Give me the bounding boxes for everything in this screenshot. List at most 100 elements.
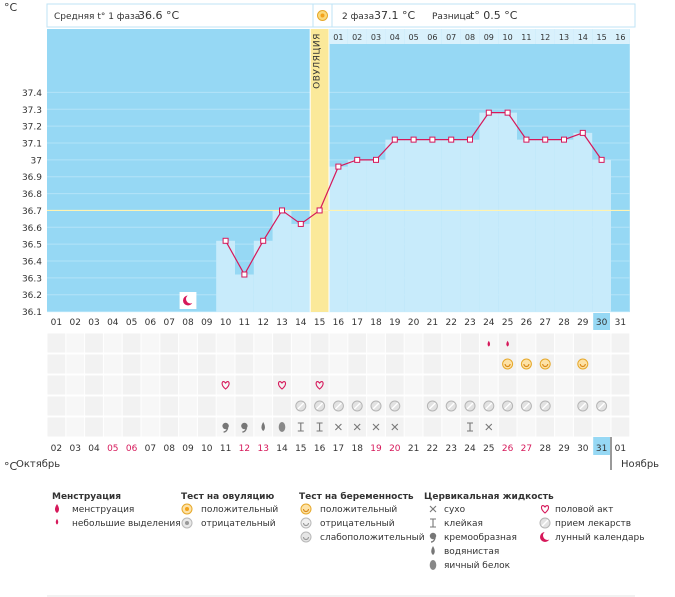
row-cell: [573, 375, 592, 395]
row-cell: [385, 333, 404, 353]
row-cell: [254, 396, 273, 416]
row-cell: [160, 417, 179, 437]
row-cell: [197, 375, 216, 395]
temperature-bar: [498, 112, 517, 312]
sticky-shape: [467, 422, 473, 432]
negative-test-icon: [181, 517, 193, 529]
month-right-label: Ноябрь: [621, 459, 659, 470]
pill-icon: [483, 400, 495, 412]
cycle-day-label: 29: [577, 318, 589, 328]
date-label: 11: [220, 444, 231, 454]
pill-line: [297, 402, 305, 410]
row-cell: [103, 375, 122, 395]
preg-mark: [542, 363, 549, 368]
temperature-point: [260, 237, 267, 244]
temperature-bar: [216, 240, 235, 312]
dry-icon: [335, 423, 342, 431]
row-cell: [179, 333, 197, 353]
dry-icon: [485, 423, 493, 431]
temperature-bar: [441, 139, 461, 312]
pill-icon: [370, 400, 382, 412]
row-cell: [555, 333, 573, 353]
temperature-bar: [385, 139, 405, 312]
temperature-point: [467, 136, 473, 143]
phase2-day-cell: [441, 29, 461, 44]
preg-outer: [520, 358, 532, 370]
pill-icon: [577, 400, 589, 412]
moon-icon: [179, 292, 197, 309]
pill-icon: [351, 400, 363, 412]
pill-line: [334, 402, 342, 410]
row-cell: [66, 417, 85, 437]
cycle-day-label: 09: [201, 318, 213, 328]
pill-icon: [596, 400, 608, 412]
date-label: 13: [257, 444, 268, 454]
legend-cervical-item: кремообразная: [444, 533, 517, 543]
cycle-day-label: 13: [276, 318, 287, 328]
pill-icon: [295, 400, 307, 412]
date-label: 16: [314, 444, 326, 454]
pill-icon: [502, 400, 514, 412]
preg-mark: [579, 363, 586, 368]
pill-icon: [445, 400, 457, 412]
drop-shape: [55, 504, 59, 513]
phase2-day-number: 08: [465, 33, 475, 42]
temperature-point: [523, 136, 530, 143]
preg-outer: [577, 358, 589, 370]
cycle-day-label: 08: [182, 318, 194, 328]
date-label: 17: [333, 444, 344, 454]
row-cell: [66, 396, 85, 416]
date-label: 23: [445, 444, 456, 454]
menstruation-icon: [55, 504, 59, 513]
cycle-day-label: 19: [389, 318, 401, 328]
cycle-day-label: 11: [239, 318, 250, 328]
row-cell: [254, 333, 273, 353]
row-cell: [536, 333, 555, 353]
cycle-day-label: 26: [521, 318, 533, 328]
y-tick-label: 36.8: [22, 190, 42, 200]
dry-shape: [391, 423, 399, 431]
phase2-day-cell: [460, 29, 480, 44]
row-cell: [141, 333, 160, 353]
date-label: 02: [51, 444, 62, 454]
positive-test-icon: [181, 503, 193, 515]
row-cell: [291, 375, 310, 395]
phase2-day-number: 12: [540, 33, 550, 42]
legend-pregnancy-negative: отрицательный: [320, 519, 395, 529]
cycle-day-label: 18: [370, 318, 382, 328]
row-cell: [310, 354, 329, 374]
date-label: 28: [539, 444, 551, 454]
sticky-icon: [430, 518, 436, 528]
row-cell: [611, 354, 630, 374]
row-cell: [442, 375, 461, 395]
heart-icon: [221, 380, 230, 390]
phase2-day-cell: [347, 29, 367, 44]
phase2-day-number: 03: [371, 33, 381, 42]
temperature-point: [579, 129, 586, 136]
row-cell: [103, 333, 122, 353]
preg-mark: [302, 522, 310, 527]
row-cell: [423, 333, 442, 353]
row-cell: [573, 417, 592, 437]
row-cell: [179, 354, 197, 374]
ovulation-column: [310, 29, 329, 312]
temperature-bar: [329, 166, 348, 312]
row-cell: [254, 375, 273, 395]
legend-pregnancy-weak: слабоположительный: [320, 533, 425, 543]
phase2-day-cell: [573, 29, 593, 44]
row-cell: [179, 375, 197, 395]
pill-line: [541, 519, 549, 527]
phase2-day-cell: [404, 29, 423, 44]
row-cell: [273, 396, 291, 416]
pregnancy-positive-icon: [300, 503, 312, 515]
small-drop-icon: [55, 518, 59, 525]
dry-shape: [485, 423, 493, 431]
heart-shape: [221, 380, 230, 390]
date-label: 12: [239, 444, 250, 454]
row-cell: [66, 333, 85, 353]
sticky-shape: [297, 422, 304, 432]
row-cell: [461, 333, 479, 353]
row-cell: [423, 417, 442, 437]
row-cell: [329, 354, 348, 374]
date-label: 27: [521, 444, 532, 454]
